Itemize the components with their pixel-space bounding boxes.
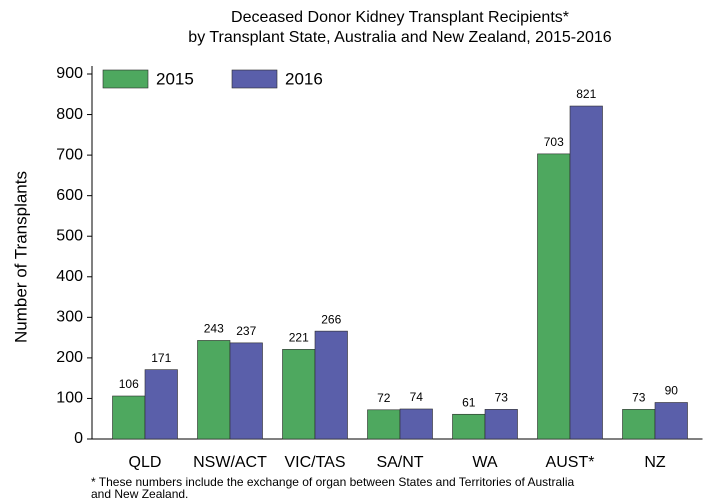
bar (484, 409, 518, 440)
chart-title: Deceased Donor Kidney Transplant Recipie… (231, 9, 569, 26)
chart-title: by Transplant State, Australia and New Z… (188, 29, 611, 46)
y-tick-label: 800 (56, 106, 83, 123)
value-label: 821 (576, 87, 596, 101)
value-label: 73 (632, 391, 646, 405)
x-tick-label: AUST* (546, 454, 595, 471)
y-tick-label: 900 (56, 65, 83, 82)
bar (569, 105, 603, 440)
x-tick-label: QLD (129, 454, 162, 471)
bar (367, 409, 401, 440)
value-label: 243 (204, 322, 224, 336)
y-tick-label: 400 (56, 268, 83, 285)
legend-label: 2015 (156, 69, 194, 88)
bar (282, 349, 316, 440)
legend-swatch (102, 69, 149, 89)
x-tick-label: NZ (644, 454, 666, 471)
bar (452, 413, 486, 440)
y-tick-label: 500 (56, 227, 83, 244)
bar (197, 340, 231, 440)
x-tick-label: NSW/ACT (193, 454, 267, 471)
legend-swatch (231, 69, 278, 89)
bar (537, 153, 571, 440)
bar (112, 395, 146, 440)
bar (654, 402, 688, 440)
value-label: 221 (289, 331, 309, 345)
value-label: 703 (544, 135, 564, 149)
bar (144, 369, 178, 440)
bar (622, 409, 656, 440)
value-label: 90 (665, 384, 679, 398)
bar (229, 342, 263, 440)
bar (399, 408, 433, 440)
x-tick-label: WA (472, 454, 498, 471)
value-label: 266 (321, 312, 341, 326)
value-label: 171 (151, 351, 171, 365)
x-tick-label: VIC/TAS (284, 454, 345, 471)
y-tick-label: 300 (56, 309, 83, 326)
value-label: 106 (119, 377, 139, 391)
value-label: 237 (236, 324, 256, 338)
value-label: 73 (495, 391, 509, 405)
y-tick-label: 700 (56, 146, 83, 163)
y-tick-label: 600 (56, 187, 83, 204)
legend-label: 2016 (285, 69, 323, 88)
y-tick-label: 100 (56, 390, 83, 407)
y-tick-label: 0 (74, 430, 83, 447)
bar (314, 330, 348, 440)
x-tick-label: SA/NT (376, 454, 423, 471)
y-axis-label: Number of Transplants (11, 171, 30, 343)
footnote: and New Zealand. (91, 487, 188, 501)
value-label: 61 (462, 395, 476, 409)
footnote: * These numbers include the exchange of … (91, 475, 575, 489)
value-label: 74 (410, 390, 424, 404)
y-tick-label: 200 (56, 349, 83, 366)
value-label: 72 (377, 391, 391, 405)
